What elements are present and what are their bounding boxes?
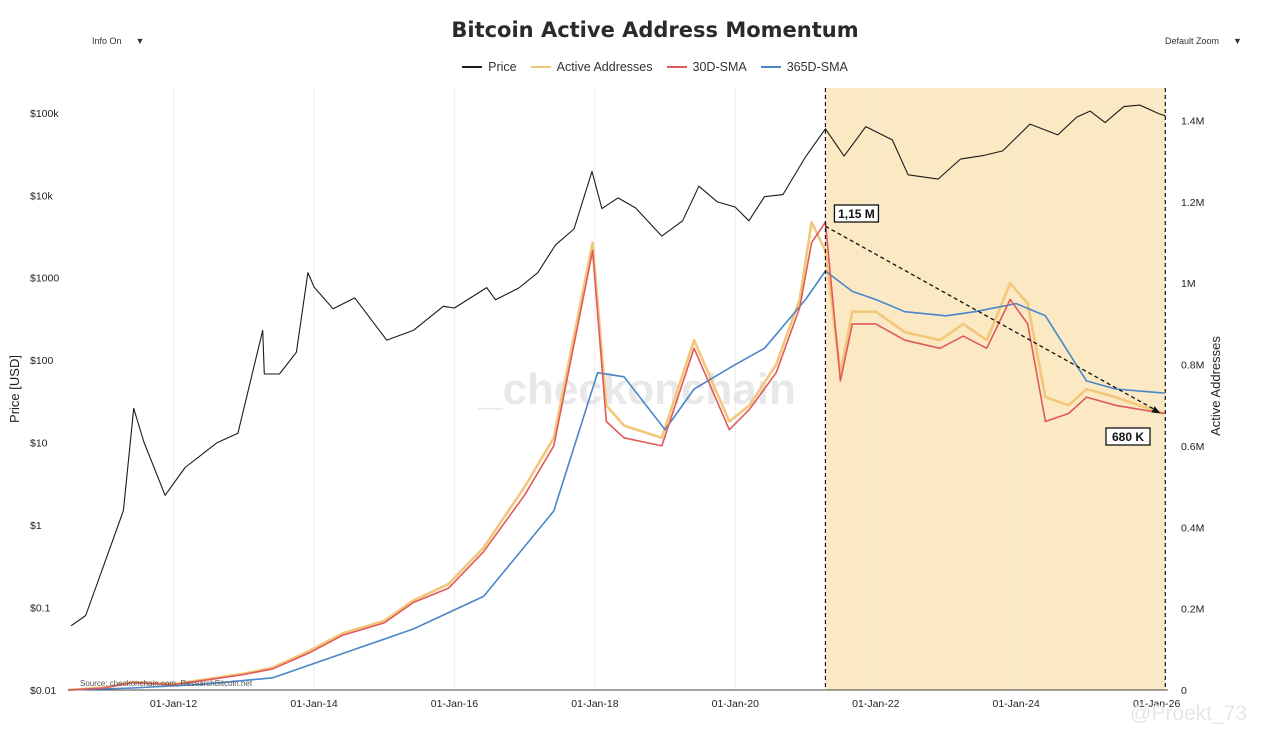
y-right-tick-label: 0.8M — [1181, 360, 1204, 372]
annotation-current: 680 K — [1105, 427, 1151, 446]
legend-swatch-365d-sma — [760, 66, 781, 68]
legend-swatch-price — [462, 66, 483, 68]
legend-label-active-addresses: Active Addresses — [556, 60, 653, 74]
zoom-dropdown[interactable]: Default Zoom ▼ — [1165, 36, 1242, 46]
annotation-current-label: 680 K — [1112, 430, 1144, 444]
x-tick-label: 01-Jan-16 — [431, 698, 478, 710]
annotation-peak: 1,15 M — [833, 204, 880, 223]
y-left-axis-label: Price [USD] — [7, 355, 22, 423]
x-tick-label: 01-Jan-26 — [1133, 698, 1180, 710]
y-left-tick-label: $100k — [30, 108, 59, 120]
series-365d-sma — [67, 270, 1165, 691]
series-price — [70, 104, 1166, 627]
x-tick-label: 01-Jan-14 — [290, 698, 337, 710]
legend-label-30d-sma: 30D-SMA — [692, 60, 747, 74]
trend-arrow-head — [1151, 406, 1161, 414]
info-toggle-dropdown[interactable]: Info On ▼ — [92, 36, 144, 46]
y-left-tick-label: $10 — [30, 438, 48, 450]
legend-label-365d-sma: 365D-SMA — [786, 60, 848, 74]
chart-legend: Price Active Addresses 30D-SMA 365D-SMA — [0, 60, 1280, 74]
y-right-axis-label: Active Addresses — [1208, 336, 1223, 436]
chevron-down-icon: ▼ — [135, 36, 145, 46]
trend-arrow-line — [825, 225, 1157, 411]
series-active-addresses — [67, 220, 1165, 692]
y-left-tick-label: $1000 — [30, 273, 59, 285]
zoom-label: Default Zoom — [1165, 36, 1220, 46]
y-left-tick-label: $0.01 — [30, 685, 56, 697]
legend-item-30d-sma[interactable]: 30D-SMA — [666, 60, 747, 74]
y-right-tick-label: 0 — [1181, 685, 1187, 697]
y-right-tick-label: 0.6M — [1181, 441, 1204, 453]
x-tick-label: 01-Jan-22 — [852, 698, 899, 710]
y-right-tick-label: 0.2M — [1181, 604, 1204, 616]
series-30d-sma — [67, 221, 1165, 691]
x-tick-label: 01-Jan-24 — [992, 698, 1039, 710]
y-right-tick-label: 1.4M — [1181, 116, 1204, 128]
source-note: Source: checkonchain.com, ResearchBitcoi… — [80, 679, 253, 688]
annotation-peak-box — [833, 204, 880, 223]
author-handle: @Proekt_73 — [1130, 702, 1247, 725]
x-tick-label: 01-Jan-12 — [150, 698, 197, 710]
legend-item-price[interactable]: Price — [462, 60, 517, 74]
legend-swatch-30d-sma — [666, 66, 687, 68]
y-right-tick-label: 0.4M — [1181, 522, 1204, 534]
y-left-tick-label: $100 — [30, 355, 54, 367]
watermark-text: _checkonchain — [477, 365, 796, 414]
legend-label-price: Price — [488, 60, 517, 74]
legend-item-active-addresses[interactable]: Active Addresses — [530, 60, 653, 74]
y-left-tick-label: $0.1 — [30, 603, 51, 615]
x-tick-label: 01-Jan-18 — [571, 698, 618, 710]
chart-title: Bitcoin Active Address Momentum — [451, 18, 859, 42]
legend-item-365d-sma[interactable]: 365D-SMA — [760, 60, 848, 74]
highlight-band — [825, 88, 1166, 690]
annotation-current-box — [1105, 427, 1151, 446]
y-left-tick-label: $10k — [30, 190, 54, 202]
y-right-tick-label: 1M — [1181, 278, 1196, 290]
annotation-peak-label: 1,15 M — [838, 207, 875, 221]
y-left-tick-label: $1 — [30, 520, 42, 532]
x-tick-label: 01-Jan-20 — [712, 698, 759, 710]
y-right-tick-label: 1.2M — [1181, 197, 1204, 209]
info-toggle-label: Info On — [92, 36, 122, 46]
chevron-down-icon: ▼ — [1233, 36, 1242, 46]
legend-swatch-active-addresses — [530, 66, 551, 68]
